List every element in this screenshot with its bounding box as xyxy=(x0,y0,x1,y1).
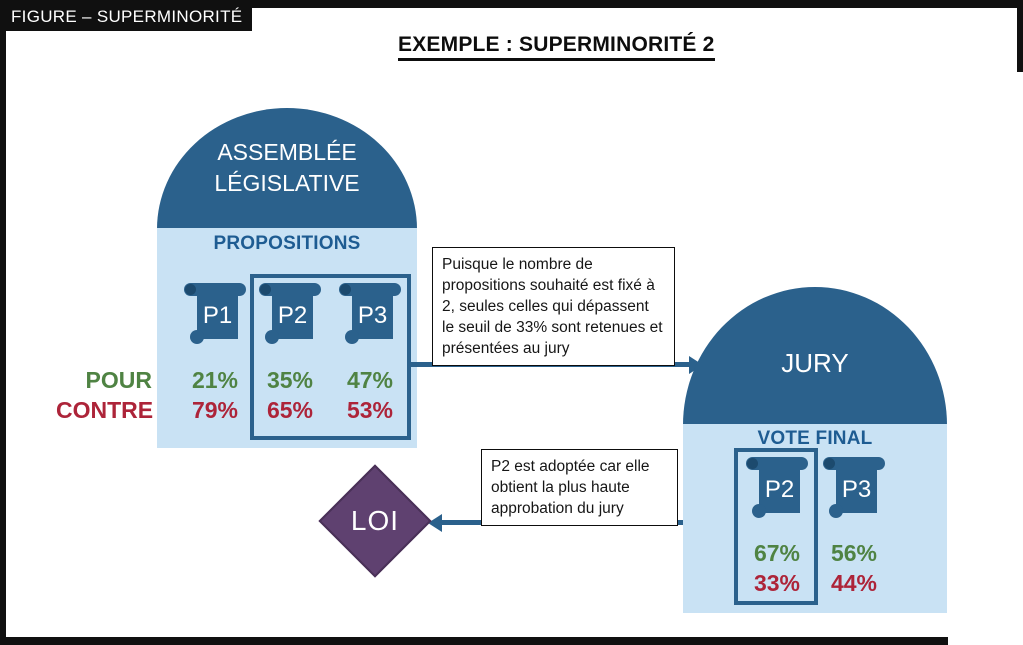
pour-value: 21% xyxy=(191,367,239,393)
jury-selection-box xyxy=(734,448,818,605)
figure-label: FIGURE – SUPERMINORITÉ xyxy=(5,4,253,31)
jury-title: JURY xyxy=(781,348,849,378)
scroll-body xyxy=(197,293,238,339)
jury-proposal-p2: P2 xyxy=(746,457,808,523)
frame-border-bottom xyxy=(0,637,948,645)
frame-border-left xyxy=(0,0,6,645)
selection-note: Puisque le nombre de propositions souhai… xyxy=(432,247,675,367)
jury-section-label: VOTE FINAL xyxy=(757,428,873,449)
proposal-p3: P3 xyxy=(339,283,401,349)
pour-value: 56% xyxy=(830,540,878,566)
proposal-label: P2 xyxy=(277,302,308,329)
frame-border-top xyxy=(0,0,1023,8)
page-title: EXEMPLE : SUPERMINORITÉ 2 xyxy=(398,33,715,61)
scroll-roll-icon xyxy=(824,458,835,469)
proposal-p2: P2 xyxy=(259,283,321,349)
scroll-body xyxy=(759,467,800,513)
contre-value: 33% xyxy=(753,570,801,596)
jury-p3-results: 56% 44% xyxy=(822,538,886,598)
scroll-body xyxy=(272,293,313,339)
adoption-note: P2 est adoptée car elle obtient la plus … xyxy=(481,449,678,527)
proposal-p1: P1 xyxy=(184,283,246,349)
scroll-roll-icon xyxy=(185,284,196,295)
scroll-body xyxy=(836,467,877,513)
scroll-curl-icon xyxy=(265,330,279,344)
scroll-roll-icon xyxy=(747,458,758,469)
scroll-icon xyxy=(259,283,321,296)
pour-value: 47% xyxy=(346,367,394,393)
assembly-selection-box xyxy=(250,274,411,440)
scroll-icon xyxy=(184,283,246,296)
contre-value: 79% xyxy=(191,397,239,423)
jury-proposal-p3: P3 xyxy=(823,457,885,523)
proposal-label: P3 xyxy=(841,476,872,503)
contre-value: 44% xyxy=(830,570,878,596)
legend-contre: CONTRE xyxy=(56,397,154,423)
proposal-label: P2 xyxy=(764,476,795,503)
scroll-icon xyxy=(339,283,401,296)
proposal-p3-results: 47% 53% xyxy=(338,365,402,425)
proposal-p2-results: 35% 65% xyxy=(258,365,322,425)
pour-value: 67% xyxy=(753,540,801,566)
legend-pour: POUR xyxy=(85,367,152,393)
proposal-label: P1 xyxy=(202,302,233,329)
frame-border-right xyxy=(1017,0,1023,72)
scroll-roll-icon xyxy=(340,284,351,295)
arrow-to-law-head-icon xyxy=(428,514,442,532)
scroll-icon xyxy=(746,457,808,470)
scroll-curl-icon xyxy=(345,330,359,344)
scroll-body xyxy=(352,293,393,339)
scroll-roll-icon xyxy=(260,284,271,295)
assembly-section-label: PROPOSITIONS xyxy=(213,233,361,254)
contre-value: 53% xyxy=(346,397,394,423)
scroll-curl-icon xyxy=(829,504,843,518)
scroll-icon xyxy=(823,457,885,470)
proposal-label: P3 xyxy=(357,302,388,329)
contre-value: 65% xyxy=(266,397,314,423)
law-label: LOI xyxy=(350,505,400,536)
pour-value: 35% xyxy=(266,367,314,393)
assembly-title: ASSEMBLÉE LÉGISLATIVE xyxy=(214,139,360,196)
law-diamond: LOI xyxy=(318,464,432,578)
scroll-curl-icon xyxy=(190,330,204,344)
scroll-curl-icon xyxy=(752,504,766,518)
jury-p2-results: 67% 33% xyxy=(745,538,809,598)
proposal-p1-results: 21% 79% xyxy=(183,365,247,425)
